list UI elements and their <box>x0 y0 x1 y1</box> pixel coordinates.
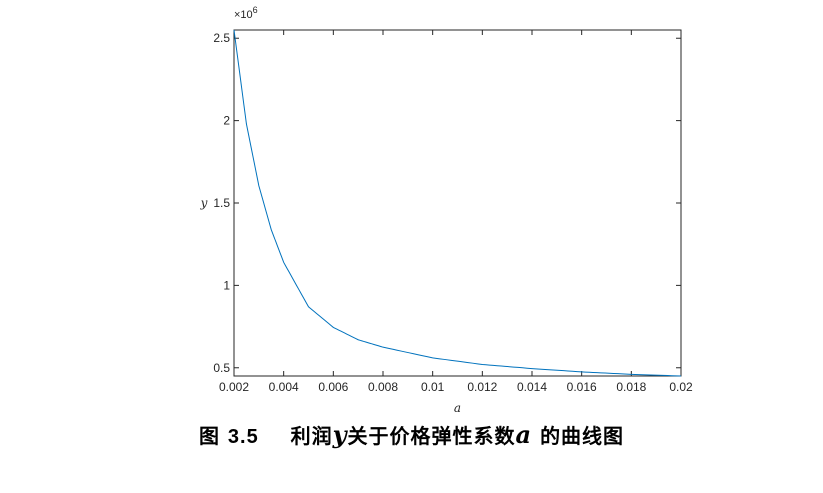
plot-frame <box>233 29 682 377</box>
y-tick-label: 2.5 <box>213 31 230 45</box>
x-tick-label: 0.018 <box>616 380 646 394</box>
x-tick-label: 0.012 <box>467 380 497 394</box>
caption-text-after: 的曲线图 <box>540 424 625 448</box>
y-tick-label: 0.5 <box>213 361 230 375</box>
x-tick-label: 0.006 <box>318 380 348 394</box>
y-tick-label: 1 <box>223 278 230 292</box>
x-tick-label: 0.014 <box>517 380 547 394</box>
x-tick-label: 0.008 <box>368 380 398 394</box>
x-tick-label: 0.004 <box>269 380 299 394</box>
caption-figure-label: 图 <box>198 424 220 448</box>
caption-text-middle: 关于价格弹性系数 <box>347 424 516 448</box>
y-tick-label: 1.5 <box>213 196 230 210</box>
x-axis-label: a <box>454 401 461 415</box>
caption-text-profit: 利润 <box>290 424 333 448</box>
y-exponent-label: ×106 <box>234 5 258 21</box>
chart: 0.002 0.004 0.006 0.008 0.01 0.012 0.014 0.016 0… <box>200 5 693 415</box>
y-axis-label: y <box>200 196 208 210</box>
series-line <box>233 29 682 377</box>
caption-figure-number: 3.5 <box>227 426 259 448</box>
x-tick-label: 0.016 <box>567 380 597 394</box>
x-tick-label: 0.002 <box>219 380 249 394</box>
caption-var-y: y <box>332 420 348 449</box>
caption-var-a: a <box>515 420 533 449</box>
y-tick-label: 2 <box>223 114 230 128</box>
figure-caption: 图 3.5 利润y关于价格弹性系数a 的曲线图 <box>0 420 823 449</box>
x-tick-label: 0.02 <box>669 380 693 394</box>
x-tick-label: 0.01 <box>421 380 445 394</box>
y-exponent-power: 6 <box>253 5 258 15</box>
